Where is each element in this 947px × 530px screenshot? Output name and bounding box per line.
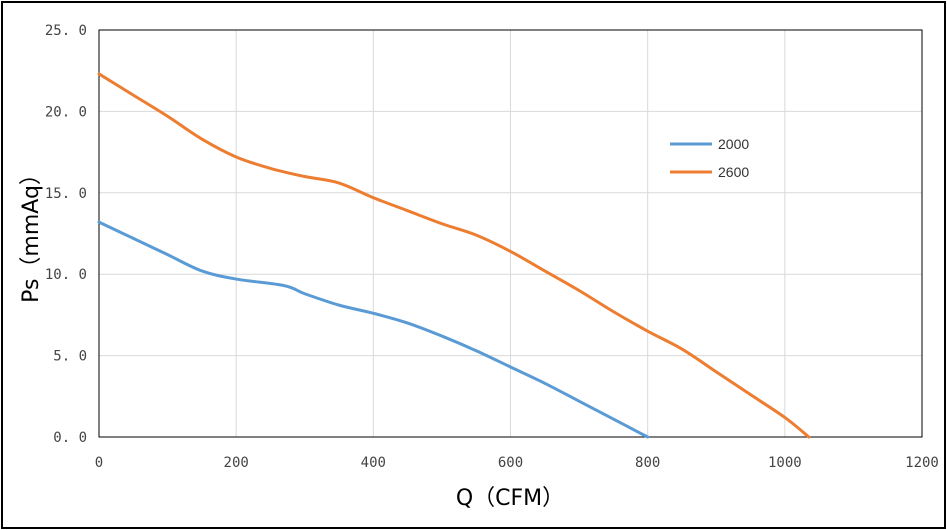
series-line-2000 xyxy=(97,220,650,439)
x-tick-label: 1200 xyxy=(905,455,939,471)
legend-label-2600: 2600 xyxy=(718,164,749,180)
y-tick-label: 10. 0 xyxy=(45,267,87,283)
x-axis-title: Q（CFM） xyxy=(456,486,564,511)
x-tick-label: 200 xyxy=(224,455,249,471)
y-tick-label: 15. 0 xyxy=(45,186,87,202)
series-line-2600 xyxy=(97,72,811,439)
x-tick-label: 0 xyxy=(95,455,103,471)
gridlines xyxy=(99,30,922,437)
y-tick-labels: 0. 0 5. 0 10. 0 15. 0 20. 0 25. 0 xyxy=(45,23,87,446)
x-tick-labels: 0 200 400 600 800 1000 1200 xyxy=(95,455,939,471)
x-tick-label: 800 xyxy=(635,455,660,471)
y-axis-title: Ps（mmAq） xyxy=(19,163,44,303)
plot-border xyxy=(98,29,923,438)
x-tick-label: 400 xyxy=(361,455,386,471)
y-tick-label: 5. 0 xyxy=(53,349,87,365)
y-tick-label: 20. 0 xyxy=(45,104,87,120)
y-tick-label: 25. 0 xyxy=(45,23,87,39)
y-tick-label: 0. 0 xyxy=(53,430,87,446)
legend-label-2000: 2000 xyxy=(718,136,749,152)
legend: 2000 2600 xyxy=(670,136,749,180)
series-lines xyxy=(97,72,811,439)
x-tick-label: 600 xyxy=(498,455,523,471)
x-tick-label: 1000 xyxy=(768,455,802,471)
